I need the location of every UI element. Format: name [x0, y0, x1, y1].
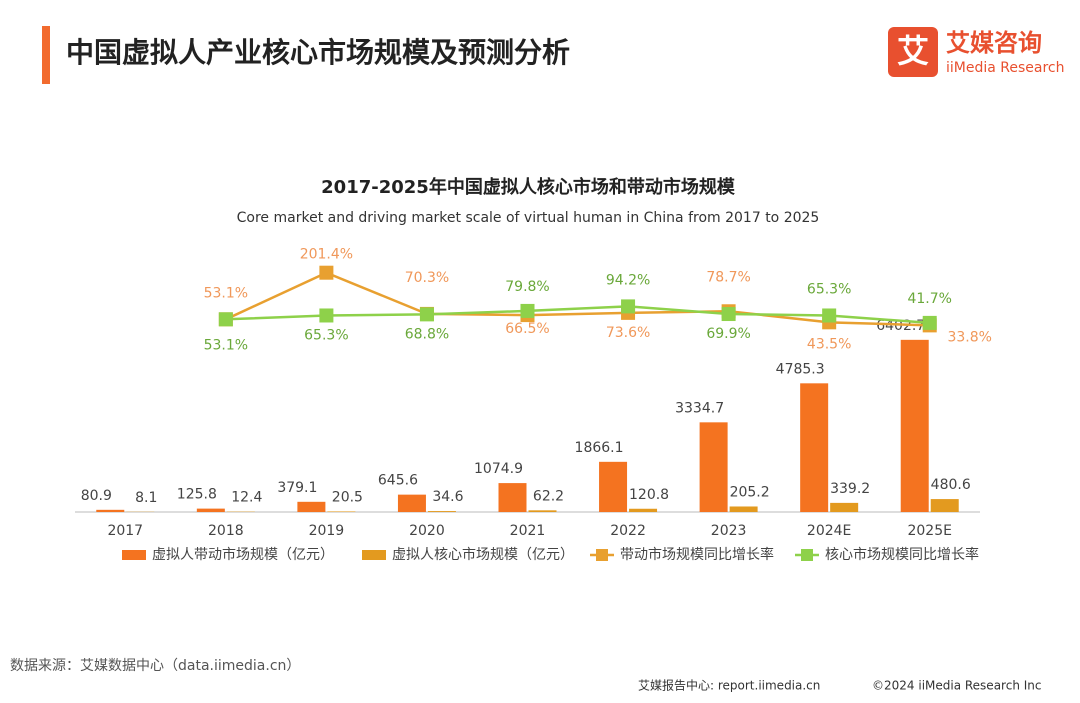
bar — [327, 511, 355, 512]
x-tick-label: 2017 — [107, 523, 143, 539]
bar — [730, 506, 758, 512]
line-marker — [219, 312, 233, 326]
bar-label: 339.2 — [830, 481, 870, 497]
bar — [499, 483, 527, 512]
bar — [931, 499, 959, 512]
x-tick-label: 2023 — [711, 523, 747, 539]
bar — [428, 511, 456, 512]
legend-label: 带动市场规模同比增长率 — [620, 546, 774, 563]
copyright: ©2024 iiMedia Research Inc — [872, 679, 1041, 693]
line-label: 41.7% — [907, 291, 951, 307]
legend-label: 核心市场规模同比增长率 — [825, 546, 979, 563]
bar-label: 34.6 — [432, 489, 463, 505]
bar — [700, 422, 728, 512]
line-label: 65.3% — [304, 327, 348, 343]
line-label: 66.5% — [505, 321, 549, 337]
x-tick-label: 2018 — [208, 523, 244, 539]
x-tick-label: 2021 — [510, 523, 546, 539]
bar-label: 62.2 — [533, 488, 564, 504]
legend-label: 虚拟人核心市场规模（亿元） — [392, 546, 574, 563]
report-link: 艾媒报告中心: report.iimedia.cn — [638, 678, 820, 693]
line-label: 78.7% — [706, 269, 750, 285]
logo-cn: 艾媒咨询 — [946, 29, 1042, 57]
line-label: 53.1% — [204, 337, 248, 353]
bar-label: 120.8 — [629, 487, 669, 503]
legend-label: 虚拟人带动市场规模（亿元） — [152, 546, 334, 563]
x-tick-label: 2025E — [907, 523, 951, 539]
legend-swatch — [801, 549, 813, 561]
line-label: 69.9% — [706, 326, 750, 342]
x-tick-label: 2020 — [409, 523, 445, 539]
line-label: 94.2% — [606, 272, 650, 288]
line-label: 53.1% — [204, 285, 248, 301]
line-marker — [521, 304, 535, 318]
bar — [599, 462, 627, 512]
logo-en: iiMedia Research — [946, 60, 1065, 76]
bar-label: 480.6 — [931, 477, 971, 493]
bar-label: 3334.7 — [675, 400, 724, 416]
bar-label: 4785.3 — [776, 361, 825, 377]
line-label: 70.3% — [405, 270, 449, 286]
line-label: 43.5% — [807, 336, 851, 352]
bar-label: 645.6 — [378, 473, 418, 489]
legend-swatch — [362, 550, 386, 560]
bar-label: 379.1 — [277, 480, 317, 496]
logo-glyph: 艾 — [897, 32, 929, 70]
x-tick-label: 2019 — [309, 523, 345, 539]
bar-label: 20.5 — [332, 489, 363, 505]
legend-swatch — [596, 549, 608, 561]
chart-title: 2017-2025年中国虚拟人核心市场和带动市场规模 — [321, 176, 736, 198]
bar-label: 1074.9 — [474, 461, 523, 477]
line-label: 65.3% — [807, 281, 851, 297]
bar-label: 80.9 — [81, 488, 112, 504]
bar — [830, 503, 858, 512]
line-label: 33.8% — [947, 329, 991, 345]
bar — [901, 340, 929, 512]
line-marker — [923, 316, 937, 330]
bar — [629, 509, 657, 512]
line-marker — [621, 299, 635, 313]
bar-label: 1866.1 — [575, 440, 624, 456]
legend-swatch — [122, 550, 146, 560]
line-label: 79.8% — [505, 279, 549, 295]
line-label: 73.6% — [606, 325, 650, 341]
source: 数据来源：艾媒数据中心（data.iimedia.cn） — [10, 658, 300, 674]
bar — [297, 502, 325, 512]
bar-label: 205.2 — [730, 484, 770, 500]
bar-label: 125.8 — [177, 487, 217, 503]
bar — [529, 510, 557, 512]
x-tick-label: 2024E — [807, 523, 851, 539]
line-marker — [420, 307, 434, 321]
bar-label: 12.4 — [231, 490, 262, 506]
line-marker — [722, 307, 736, 321]
bar — [800, 383, 828, 512]
bar — [398, 495, 426, 512]
x-tick-label: 2022 — [610, 523, 646, 539]
bar — [96, 510, 124, 512]
chart-subtitle: Core market and driving market scale of … — [237, 210, 820, 226]
bar-label: 8.1 — [135, 490, 157, 506]
line-marker — [822, 308, 836, 322]
line-label: 68.8% — [405, 326, 449, 342]
line-label: 201.4% — [300, 247, 353, 263]
line-marker — [319, 308, 333, 322]
title-bar — [42, 26, 50, 84]
bar — [197, 509, 225, 512]
page-title: 中国虚拟人产业核心市场规模及预测分析 — [66, 36, 570, 69]
line-marker — [319, 266, 333, 280]
